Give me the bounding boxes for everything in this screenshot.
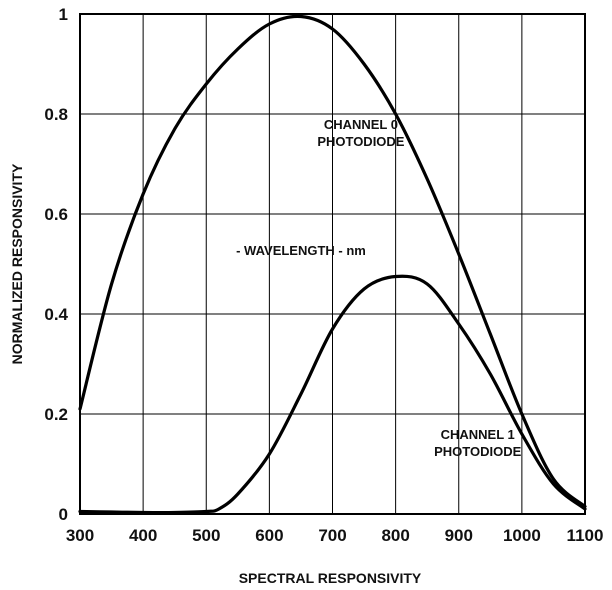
- y-tick-label: 1: [59, 5, 68, 24]
- annotation-1: CHANNEL 1 PHOTODIODE: [434, 427, 521, 459]
- annotations: CHANNEL 0 PHOTODIODE CHANNEL 1 PHOTODIODE: [317, 117, 521, 459]
- y-tick-label: 0: [59, 505, 68, 524]
- x-tick-label: 1000: [503, 526, 541, 545]
- annotation-line: PHOTODIODE: [317, 134, 404, 149]
- x-tick-label: 300: [66, 526, 94, 545]
- x-tick-label: 900: [445, 526, 473, 545]
- series-line-1: [78, 274, 587, 515]
- y-tick-labels: 0 0.2 0.4 0.6 0.8 1: [44, 5, 68, 524]
- y-tick-label: 0.4: [44, 305, 68, 324]
- x-axis-label: - WAVELENGTH - nm: [236, 243, 366, 258]
- annotation-0: CHANNEL 0 PHOTODIODE: [317, 117, 404, 149]
- y-axis-label: NORMALIZED RESPONSIVITY: [9, 163, 25, 364]
- x-tick-label: 500: [192, 526, 220, 545]
- y-tick-label: 0.6: [44, 205, 68, 224]
- series-line-0: [78, 14, 587, 509]
- annotation-line: CHANNEL 0: [324, 117, 398, 132]
- curves: [78, 14, 587, 515]
- y-tick-label: 0.8: [44, 105, 68, 124]
- x-tick-label: 1100: [567, 526, 604, 545]
- x-tick-label: 800: [381, 526, 409, 545]
- x-tick-label: 400: [129, 526, 157, 545]
- x-tick-label: 700: [318, 526, 346, 545]
- plot-frame: [79, 13, 586, 515]
- x-tick-label: 600: [255, 526, 283, 545]
- chart-caption: SPECTRAL RESPONSIVITY: [239, 570, 422, 586]
- x-tick-labels: 300 400 500 600 700 800 900 1000 1100: [66, 526, 604, 545]
- grid: [79, 13, 586, 515]
- annotation-line: CHANNEL 1: [441, 427, 515, 442]
- annotation-line: PHOTODIODE: [434, 444, 521, 459]
- y-tick-label: 0.2: [44, 405, 68, 424]
